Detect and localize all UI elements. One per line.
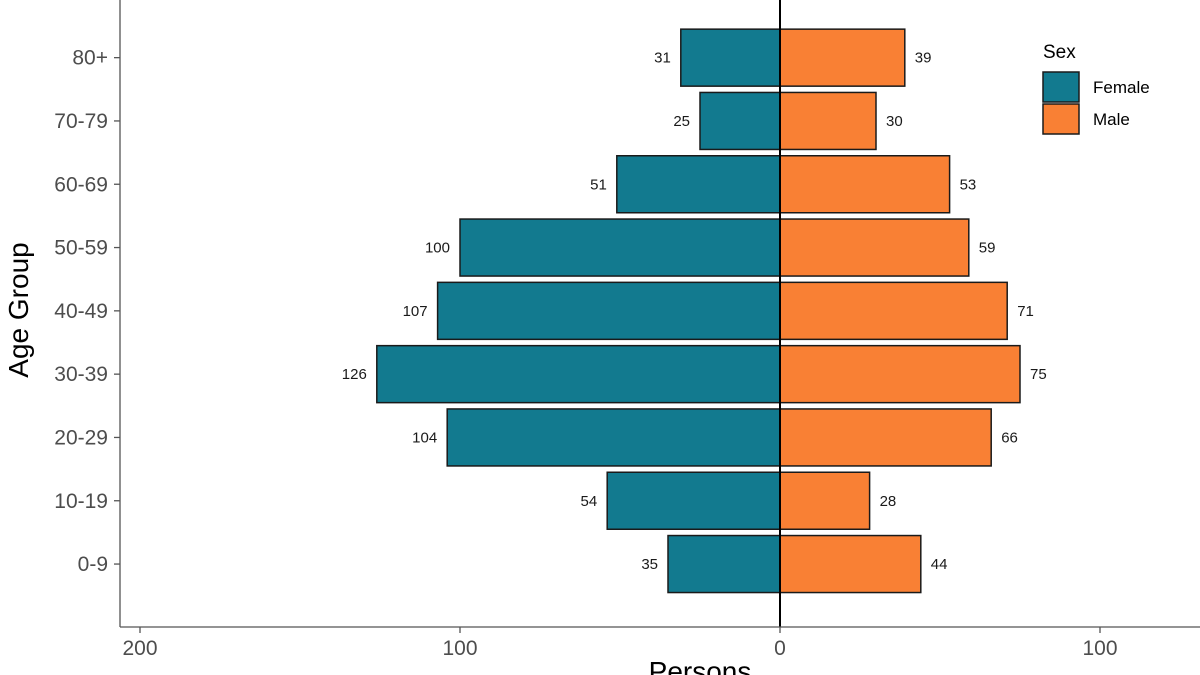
bar-male-30-39 — [779, 344, 1021, 404]
axes-layer — [114, 0, 1200, 633]
data-label-male-10-19: 28 — [880, 493, 897, 510]
legend-title: Sex — [1043, 42, 1076, 63]
bar-female-30-39 — [376, 344, 781, 404]
data-label-female-0-9: 35 — [641, 556, 658, 573]
data-label-male-60-69: 53 — [960, 176, 977, 193]
bar-male-0-9 — [779, 534, 922, 594]
y-tick-label-80+: 80+ — [72, 47, 108, 70]
data-label-male-20-29: 66 — [1001, 429, 1018, 446]
data-label-male-80+: 39 — [915, 50, 932, 67]
bar-female-80+ — [680, 28, 781, 87]
bar-male-20-29 — [779, 408, 992, 467]
y-tick-label-40-49: 40-49 — [54, 300, 108, 323]
x-tick-label-3: 100 — [1082, 637, 1117, 660]
y-tick-labels: 0-9 10-19 20-29 30-39 40-49 50-59 60-69 70-79 80… — [54, 47, 108, 576]
y-tick-label-20-29: 20-29 — [54, 426, 108, 449]
y-tick-label-50-59: 50-59 — [54, 237, 108, 260]
y-tick-label-60-69: 60-69 — [54, 173, 108, 196]
y-tick-label-30-39: 30-39 — [54, 363, 108, 386]
x-axis-title: Persons — [649, 656, 752, 675]
data-label-female-70-79: 25 — [673, 113, 690, 130]
bar-female-0-9 — [667, 534, 781, 594]
bar-female-70-79 — [699, 91, 781, 151]
bar-male-80+ — [779, 28, 906, 87]
legend-key-male — [1042, 103, 1080, 135]
y-tick-label-0-9: 0-9 — [78, 553, 108, 576]
bar-female-40-49 — [436, 281, 781, 341]
legend-key-female — [1042, 71, 1080, 103]
legend: Sex Female Male — [1042, 42, 1150, 135]
data-label-male-40-49: 71 — [1017, 303, 1034, 320]
bar-male-10-19 — [779, 471, 871, 530]
y-tick-label-70-79: 70-79 — [54, 110, 108, 133]
data-label-female-30-39: 126 — [342, 366, 367, 383]
bar-male-40-49 — [779, 281, 1008, 341]
data-label-female-20-29: 104 — [412, 429, 437, 446]
bar-female-20-29 — [446, 408, 781, 467]
data-label-female-40-49: 107 — [403, 303, 428, 320]
data-label-female-50-59: 100 — [425, 240, 450, 257]
bar-male-70-79 — [779, 91, 877, 151]
bar-male-60-69 — [779, 155, 951, 214]
x-tick-label-0: 200 — [122, 637, 157, 660]
legend-label-female: Female — [1093, 78, 1150, 97]
data-label-female-60-69: 51 — [590, 176, 607, 193]
legend-label-male: Male — [1093, 110, 1130, 129]
bar-female-60-69 — [616, 155, 781, 214]
bar-male-50-59 — [779, 218, 970, 277]
bar-female-10-19 — [606, 471, 781, 530]
data-label-male-70-79: 30 — [886, 113, 903, 130]
bars-layer — [376, 28, 1021, 594]
data-label-female-80+: 31 — [654, 50, 671, 67]
bar-female-50-59 — [459, 218, 781, 277]
bar-labels-layer: 35 44 54 28 104 66 126 75 107 71 100 59 51 53 25 30 31 39 — [342, 50, 1047, 573]
x-tick-label-1: 100 — [442, 637, 477, 660]
data-label-female-10-19: 54 — [581, 493, 598, 510]
x-tick-labels: 200 100 0 100 — [122, 637, 1117, 660]
data-label-male-0-9: 44 — [931, 556, 948, 573]
y-axis-title: Age Group — [3, 242, 34, 377]
data-label-male-50-59: 59 — [979, 240, 996, 257]
x-tick-label-2: 0 — [774, 637, 786, 660]
y-tick-label-10-19: 10-19 — [54, 490, 108, 513]
data-label-male-30-39: 75 — [1030, 366, 1047, 383]
